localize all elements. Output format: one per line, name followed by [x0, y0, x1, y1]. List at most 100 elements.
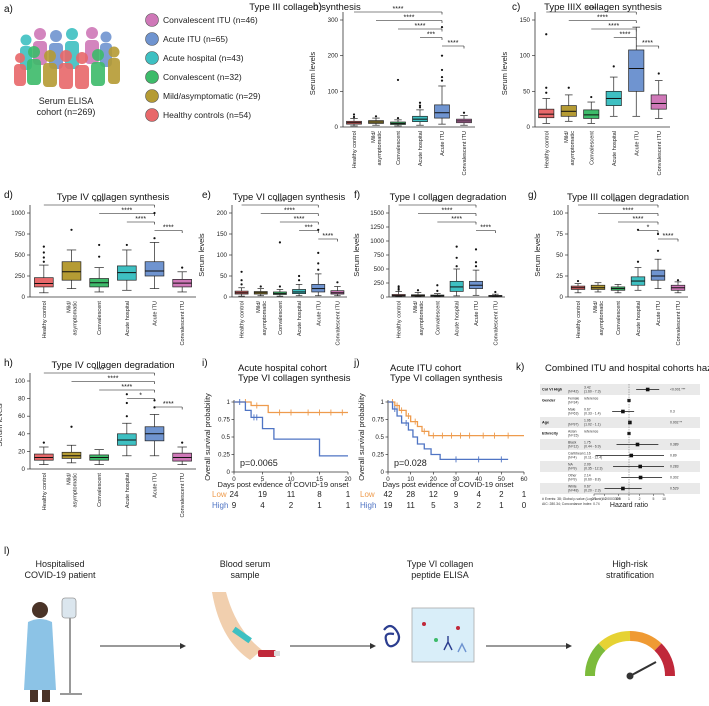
panel-label: i): [202, 358, 208, 369]
y-tick-label: 100: [328, 88, 339, 95]
y-axis-label: Overall survival probability: [357, 393, 366, 481]
significance-stars: ****: [586, 6, 597, 13]
risk-table-value: 2: [476, 501, 481, 510]
outlier-point: [278, 285, 282, 288]
outlier-point: [440, 26, 444, 29]
outlier-point: [297, 279, 301, 282]
category-label: Acute hospital: [297, 301, 303, 336]
outlier-point: [576, 279, 580, 283]
panel-e: e) Type VI collagen synthesis 0 50 100 150 200…: [197, 190, 347, 345]
cohort-label-line2: cohort (n=269): [37, 107, 96, 117]
outlier-point: [42, 256, 45, 259]
y-tick-label: 100: [520, 53, 531, 60]
y-axis-label: Serum levels: [0, 233, 2, 277]
y-tick-label: 750: [15, 231, 26, 238]
category-label: Mild/asymptomatic: [564, 131, 576, 166]
x-tick-label: 5: [261, 476, 265, 483]
x-axis-label: Days post evidence of COVID-19 onset: [218, 480, 350, 489]
chart-title-line2: Type VI collagen synthesis: [238, 373, 351, 384]
chart-title-line1: Acute ITU cohort: [390, 363, 462, 374]
x-tick-label: 20: [345, 476, 352, 483]
outlier-point: [656, 249, 660, 252]
y-tick-label: 0: [22, 466, 26, 473]
outlier-point: [567, 86, 570, 89]
forest-point: [621, 486, 625, 491]
risk-table-label: High: [360, 501, 376, 510]
category-label: Acute hospital: [125, 473, 131, 508]
forest-x-tick-label: 0.1: [592, 497, 597, 501]
forest-p-value: 0.89: [670, 454, 677, 458]
forest-footnote-1: # Events: 38; Global p-value (Log-Rank):…: [542, 497, 621, 501]
p-value: p=0.028: [394, 458, 427, 468]
step-3-title-line2: peptide ELISA: [411, 570, 469, 580]
y-tick-label: 50: [523, 88, 530, 95]
outlier-point: [545, 86, 548, 89]
significance-stars: ****: [432, 199, 443, 206]
forest-point: [638, 475, 643, 480]
forest-n: (N=4): [568, 456, 577, 460]
significance-stars: ***: [427, 32, 435, 39]
forest-estimate: reference: [584, 430, 598, 434]
y-tick-label: 1250: [370, 224, 384, 231]
risk-table-value: 4: [260, 501, 265, 510]
forest-ci: (1.60 - 7.3): [584, 390, 601, 394]
forest-ci: (0.44 - 6.9): [584, 445, 601, 449]
y-tick-label: 1000: [370, 238, 384, 245]
significance-stars: ****: [442, 208, 453, 215]
km-curve-low: [234, 401, 348, 414]
forest-x-tick-label: 2: [639, 497, 641, 501]
significance-stars: ****: [322, 233, 333, 240]
y-tick-label: 0: [22, 294, 26, 301]
y-axis-label: Serum levels: [197, 233, 206, 277]
significance-stars: ****: [121, 208, 132, 215]
y-tick-label: 40: [18, 431, 25, 438]
step-4-title-line2: stratification: [606, 570, 654, 580]
forest-sublevel: Other: [568, 474, 577, 478]
y-axis-label: Serum levels: [308, 52, 317, 96]
category-label: Acute ITU: [656, 301, 662, 326]
outlier-point: [397, 285, 400, 288]
legend-label: Mild/asymptomatic (n=29): [163, 91, 261, 101]
category-label: Acute ITU: [634, 131, 640, 156]
category-label: Healthy control: [576, 301, 582, 338]
outlier-point: [278, 241, 282, 244]
risk-gauge-icon: [584, 630, 676, 680]
box-1: [61, 261, 82, 281]
significance-stars: ****: [415, 23, 426, 30]
forest-reference-point: [627, 431, 631, 436]
box-4: [650, 269, 666, 281]
risk-table-value: 9: [454, 490, 459, 499]
forest-n: (N=9): [568, 467, 577, 471]
x-axis-label: Days post evidence of COVID-19 onset: [383, 480, 515, 489]
category-label: Healthy control: [352, 131, 358, 168]
legend-swatch: [145, 13, 159, 27]
step-3-title-line1: Type VI collagen: [407, 559, 474, 569]
outlier-point: [42, 245, 45, 248]
category-label: Acute hospital: [125, 301, 131, 336]
x-tick-label: 60: [521, 476, 528, 483]
outlier-point: [418, 101, 422, 104]
y-tick-label: 60: [18, 413, 25, 420]
outlier-point: [416, 289, 420, 292]
category-label: Convalescent ITU: [657, 131, 663, 175]
outlier-point: [153, 406, 156, 409]
cohort-legend: Convalescent ITU (n=46) Acute ITU (n=65) A…: [145, 13, 261, 122]
forest-sublevel: Caribbean: [568, 452, 584, 456]
forest-variable: Age: [542, 421, 549, 425]
chart-title: Type IV collagen degradation: [51, 360, 174, 371]
forest-estimate: 0.67: [584, 408, 591, 412]
step-4-title-line1: High-risk: [612, 559, 648, 569]
risk-table-value: 1: [522, 490, 527, 499]
panel-label: e): [202, 190, 211, 201]
forest-estimate: 1.75: [584, 441, 591, 445]
category-label: Acute ITU: [440, 131, 446, 156]
outlier-point: [98, 243, 101, 247]
significance-stars: ****: [163, 401, 174, 408]
outlier-point: [455, 256, 458, 259]
forest-n: (N=42): [568, 390, 578, 394]
panel-label: d): [4, 190, 13, 201]
y-tick-label: 75: [556, 231, 563, 238]
outlier-point: [440, 68, 444, 72]
